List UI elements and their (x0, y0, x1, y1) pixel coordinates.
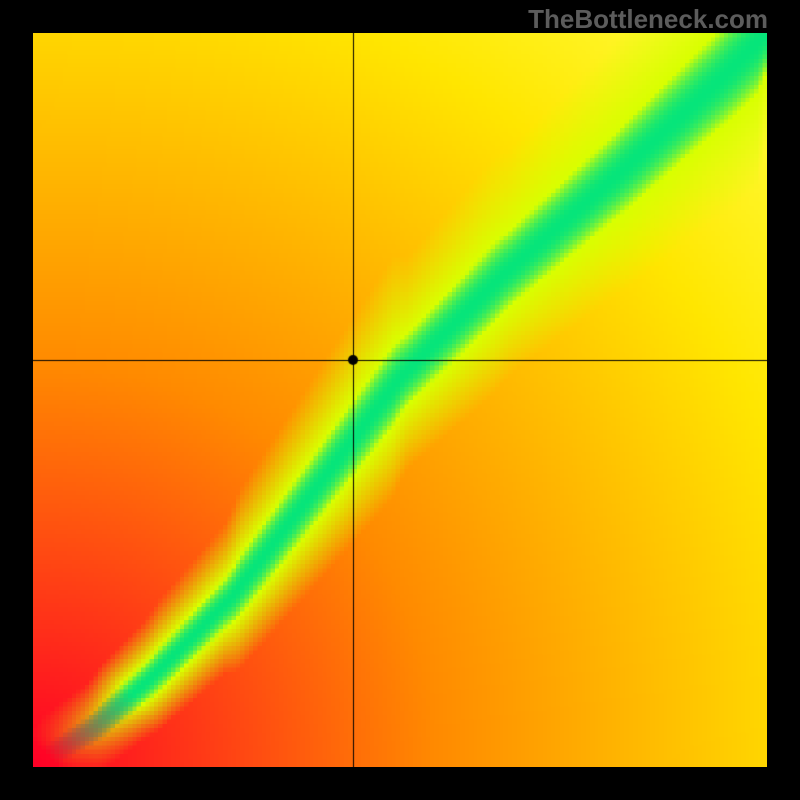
bottleneck-heatmap (33, 33, 767, 767)
chart-container: TheBottleneck.com (0, 0, 800, 800)
watermark-text: TheBottleneck.com (528, 4, 768, 35)
